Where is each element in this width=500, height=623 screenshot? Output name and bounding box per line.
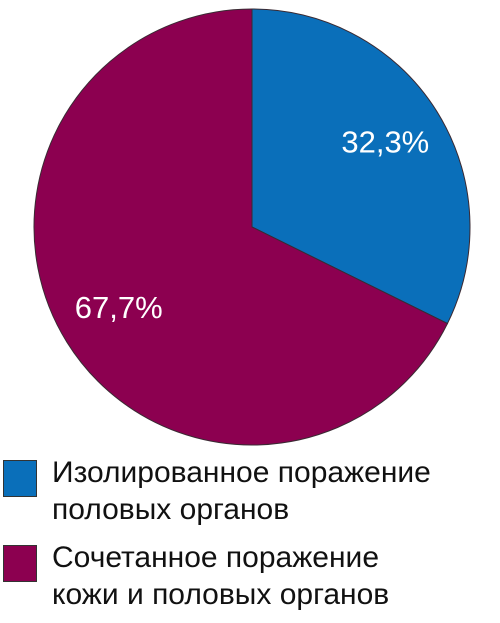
legend-item: Сочетанное поражение кожи и половых орга… [0, 541, 500, 623]
data-label: 32,3% [341, 124, 429, 159]
legend-item: Изолированное поражение половых органов [0, 456, 500, 538]
chart: 32,3% 67,7% [33, 8, 471, 446]
pie-slice [251, 8, 471, 325]
legend-swatch [3, 545, 37, 582]
legend-swatch [3, 460, 37, 497]
legend-label: Сочетанное поражение кожи и половых орга… [52, 541, 390, 611]
data-label: 67,7% [75, 290, 163, 325]
legend-label: Изолированное поражение половых органов [52, 456, 431, 526]
pie-slice [33, 8, 449, 446]
